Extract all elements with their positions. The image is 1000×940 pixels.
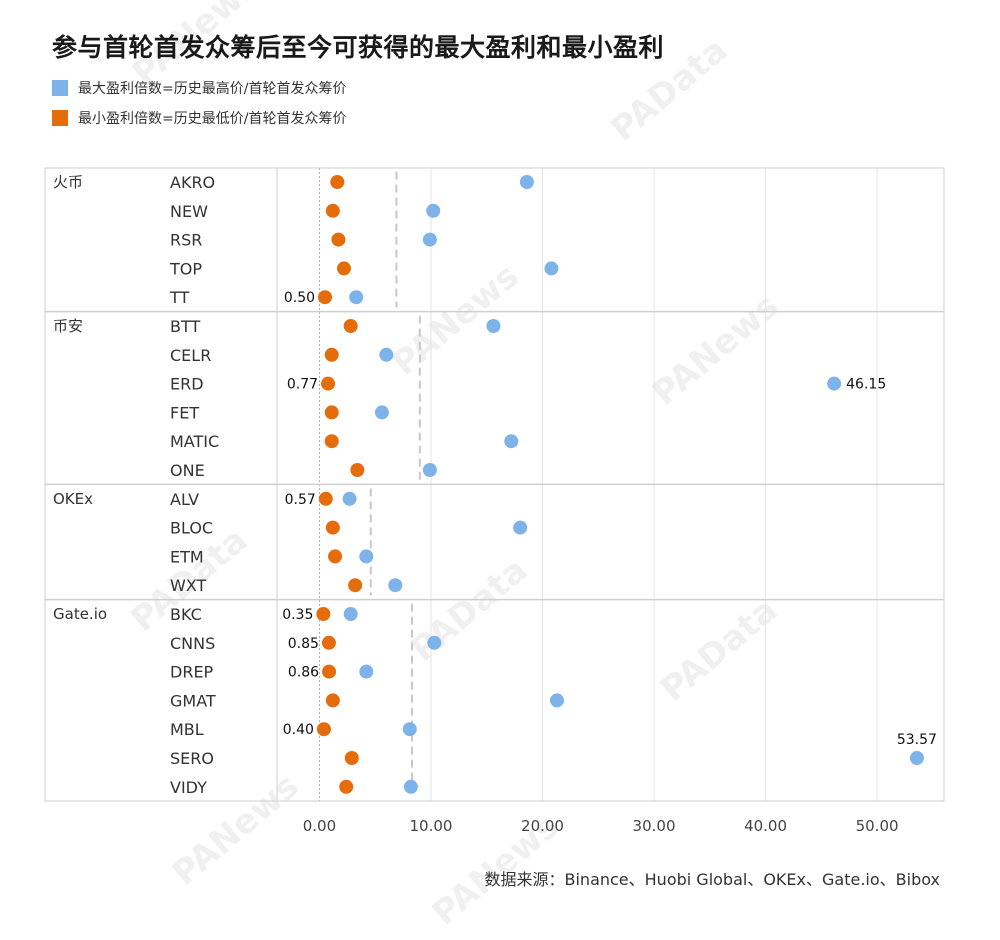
- group-label: 火币: [53, 173, 83, 191]
- token-label: BTT: [170, 317, 200, 336]
- min-point: [350, 463, 365, 477]
- legend-label-max: 最大盈利倍数=历史最高价/首轮首发众筹价: [78, 81, 347, 97]
- token-label: NEW: [170, 202, 208, 221]
- x-tick-label: 50.00: [856, 817, 899, 835]
- max-point: [519, 175, 534, 189]
- max-point: [550, 693, 565, 708]
- token-label: TT: [169, 288, 189, 307]
- min-point: [348, 578, 363, 593]
- token-label: ALV: [170, 490, 199, 509]
- min-point: [324, 347, 339, 362]
- token-label: TOP: [169, 259, 202, 278]
- min-point: [343, 319, 358, 333]
- max-point: [486, 319, 501, 333]
- max-point: [349, 290, 364, 305]
- legend-item-min: 最小盈利倍数=历史最低价/首轮首发众筹价: [52, 108, 346, 128]
- max-point: [422, 232, 437, 247]
- max-point: [426, 203, 441, 218]
- max-point: [827, 376, 842, 391]
- max-point: [427, 635, 442, 650]
- min-point: [325, 520, 340, 535]
- max-point: [359, 664, 374, 679]
- group-label: OKEx: [53, 490, 93, 508]
- token-label: CNNS: [170, 634, 215, 653]
- token-label: AKRO: [170, 173, 215, 192]
- min-point: [318, 491, 333, 506]
- max-point: [342, 491, 357, 506]
- min-point: [321, 635, 336, 650]
- max-point: [422, 463, 437, 477]
- group-label: Gate.io: [53, 605, 107, 623]
- legend-label-min: 最小盈利倍数=历史最低价/首轮首发众筹价: [78, 111, 347, 127]
- min-point: [336, 261, 351, 276]
- min-point: [322, 664, 337, 679]
- min-point: [325, 693, 340, 708]
- min-value-label: 0.77: [287, 377, 318, 393]
- max-point: [388, 578, 403, 593]
- min-point: [316, 607, 331, 621]
- token-label: DREP: [170, 663, 214, 682]
- min-point: [339, 779, 354, 794]
- token-label: FET: [170, 403, 199, 422]
- token-label: SERO: [170, 749, 214, 768]
- token-label: BKC: [170, 605, 202, 624]
- max-value-label: 53.57: [897, 732, 937, 748]
- min-point: [321, 376, 336, 391]
- min-value-label: 0.50: [284, 290, 315, 306]
- token-label: ETM: [170, 547, 204, 566]
- token-label: BLOC: [170, 519, 213, 538]
- legend-swatch-min: [52, 110, 68, 126]
- legend-item-max: 最大盈利倍数=历史最高价/首轮首发众筹价: [52, 78, 346, 98]
- min-point: [316, 722, 331, 737]
- max-value-label: 46.15: [846, 377, 886, 393]
- min-value-label: 0.35: [282, 607, 313, 623]
- min-value-label: 0.40: [283, 722, 314, 738]
- max-point: [402, 722, 417, 737]
- x-tick-label: 30.00: [633, 817, 676, 835]
- max-point: [513, 520, 528, 535]
- min-point: [324, 405, 339, 420]
- min-value-label: 0.86: [288, 665, 319, 681]
- token-label: MATIC: [170, 432, 219, 451]
- token-label: RSR: [170, 231, 202, 250]
- x-tick-label: 0.00: [303, 817, 336, 835]
- min-point: [328, 549, 343, 564]
- min-point: [330, 175, 345, 189]
- data-source: 数据来源：Binance、Huobi Global、OKEx、Gate.io、B…: [484, 870, 941, 889]
- max-point: [379, 347, 394, 362]
- group-label: 币安: [53, 317, 83, 335]
- max-point: [343, 607, 358, 621]
- min-point: [331, 232, 346, 247]
- chart-title: 参与首轮首发众筹后至今可获得的最大盈利和最小盈利: [52, 33, 665, 62]
- token-label: WXT: [170, 576, 207, 595]
- token-label: CELR: [170, 346, 211, 365]
- max-point: [374, 405, 389, 420]
- token-label: GMAT: [170, 691, 216, 710]
- token-label: ONE: [170, 461, 205, 480]
- min-point: [325, 203, 340, 218]
- min-point: [324, 434, 339, 449]
- x-tick-label: 40.00: [744, 817, 787, 835]
- max-point: [359, 549, 374, 564]
- min-point: [318, 290, 333, 305]
- min-value-label: 0.85: [288, 636, 319, 652]
- x-tick-label: 10.00: [410, 817, 453, 835]
- max-point: [504, 434, 519, 449]
- max-point: [403, 779, 418, 794]
- token-label: MBL: [170, 720, 204, 739]
- x-tick-label: 20.00: [521, 817, 564, 835]
- max-point: [544, 261, 559, 276]
- max-point: [909, 751, 924, 765]
- token-label: VIDY: [170, 778, 207, 797]
- token-label: ERD: [170, 375, 204, 394]
- min-value-label: 0.57: [285, 492, 316, 508]
- legend-swatch-max: [52, 80, 68, 96]
- min-point: [344, 751, 359, 765]
